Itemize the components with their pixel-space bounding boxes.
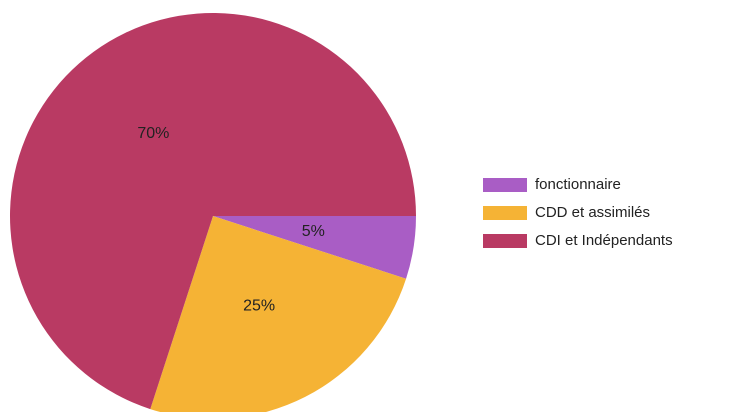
legend-swatch bbox=[483, 234, 527, 248]
slice-label: 5% bbox=[302, 223, 325, 240]
pie-slice bbox=[213, 216, 416, 279]
slice-label: 25% bbox=[243, 298, 275, 315]
legend-label: CDI et Indépendants bbox=[535, 232, 673, 249]
slice-label: 70% bbox=[137, 125, 169, 142]
legend-label: fonctionnaire bbox=[535, 176, 621, 193]
legend-label: CDD et assimilés bbox=[535, 204, 650, 221]
pie-slice bbox=[9, 12, 416, 410]
pie-slice bbox=[150, 216, 407, 412]
legend-swatch bbox=[483, 206, 527, 220]
legend-swatch bbox=[483, 178, 527, 192]
